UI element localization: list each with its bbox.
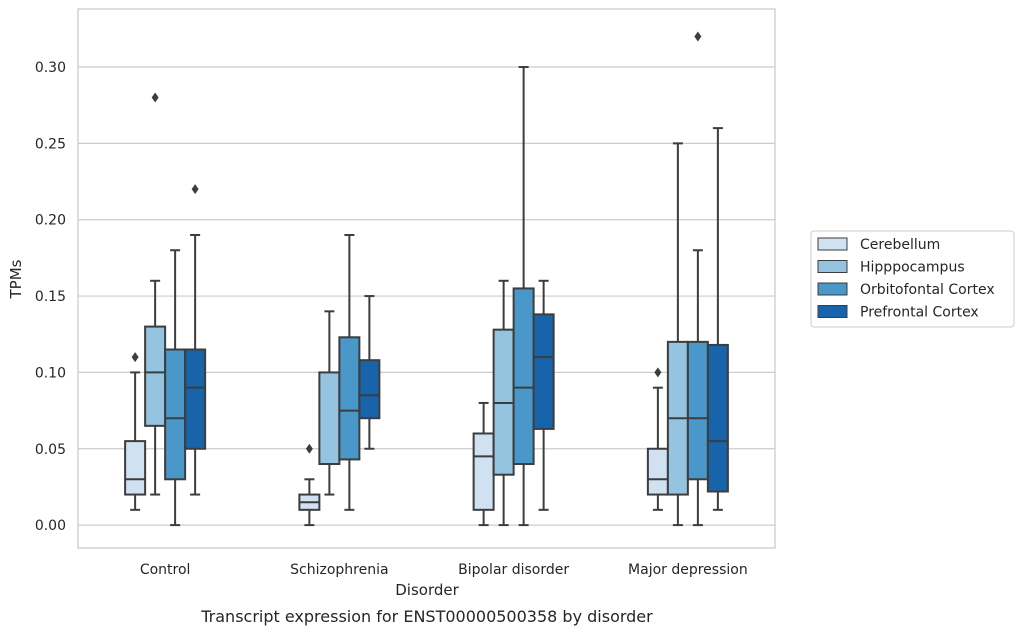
box bbox=[532, 279, 555, 511]
legend-label: Cerebellum bbox=[860, 237, 940, 253]
box-body bbox=[686, 340, 709, 481]
box bbox=[298, 443, 321, 527]
box bbox=[184, 184, 207, 496]
box-body bbox=[338, 336, 361, 461]
box-body bbox=[472, 432, 495, 511]
box bbox=[706, 127, 729, 511]
y-tick-label: 0.20 bbox=[35, 213, 66, 229]
y-tick-label: 0.30 bbox=[35, 60, 66, 76]
outlier-point bbox=[694, 31, 702, 42]
y-tick-label: 0.25 bbox=[35, 136, 66, 152]
box-body bbox=[144, 325, 167, 427]
legend-label: Prefrontal Cortex bbox=[860, 305, 979, 321]
box-body bbox=[124, 440, 147, 496]
box-body bbox=[532, 313, 555, 430]
legend-swatch bbox=[817, 260, 848, 273]
chart-caption: Transcript expression for ENST0000050035… bbox=[200, 607, 653, 626]
box-body bbox=[706, 343, 729, 493]
y-axis-label: TPMs bbox=[7, 259, 25, 299]
y-tick-label: 0.10 bbox=[35, 365, 66, 381]
outlier-point bbox=[131, 352, 139, 363]
box-body bbox=[358, 359, 381, 420]
box-body bbox=[164, 348, 187, 481]
legend: Cerebellum Hipppocampus Orbitofontal Corte… bbox=[810, 230, 1015, 328]
box bbox=[144, 92, 167, 496]
plot-frame bbox=[77, 8, 776, 549]
box bbox=[124, 352, 147, 511]
legend-label: Hipppocampus bbox=[860, 260, 965, 276]
y-tick-labels: 0.00 0.05 0.10 0.15 0.20 0.25 0.30 bbox=[35, 60, 66, 534]
legend-swatch bbox=[817, 237, 848, 251]
box-body bbox=[184, 348, 207, 450]
box bbox=[646, 367, 669, 511]
x-tick-label: Schizophrenia bbox=[290, 562, 388, 578]
box-groups bbox=[124, 31, 729, 527]
box-body bbox=[318, 371, 341, 466]
legend-swatch bbox=[817, 282, 848, 296]
x-tick-labels: Control Schizophrenia Bipolar disorder Majo… bbox=[140, 562, 748, 578]
box bbox=[666, 142, 689, 527]
x-tick-label: Control bbox=[140, 562, 191, 578]
y-tick-label: 0.15 bbox=[35, 289, 66, 305]
legend-frame bbox=[810, 230, 1015, 328]
box bbox=[686, 31, 709, 527]
outlier-point bbox=[191, 184, 199, 195]
box-body bbox=[512, 287, 535, 466]
box bbox=[472, 401, 495, 527]
legend-label: Orbitofontal Cortex bbox=[860, 282, 995, 298]
box bbox=[358, 295, 381, 450]
x-tick-label: Bipolar disorder bbox=[458, 562, 569, 578]
x-axis-label: Disorder bbox=[395, 581, 459, 599]
box bbox=[318, 310, 341, 496]
box bbox=[338, 233, 361, 511]
outlier-point bbox=[151, 92, 159, 103]
y-tick-label: 0.00 bbox=[35, 518, 66, 534]
outlier-point bbox=[305, 443, 313, 454]
box-body bbox=[646, 447, 669, 496]
legend-swatch bbox=[817, 305, 848, 318]
x-tick-label: Major depression bbox=[628, 562, 748, 578]
outlier-point bbox=[654, 367, 662, 378]
y-tick-label: 0.05 bbox=[35, 442, 66, 458]
